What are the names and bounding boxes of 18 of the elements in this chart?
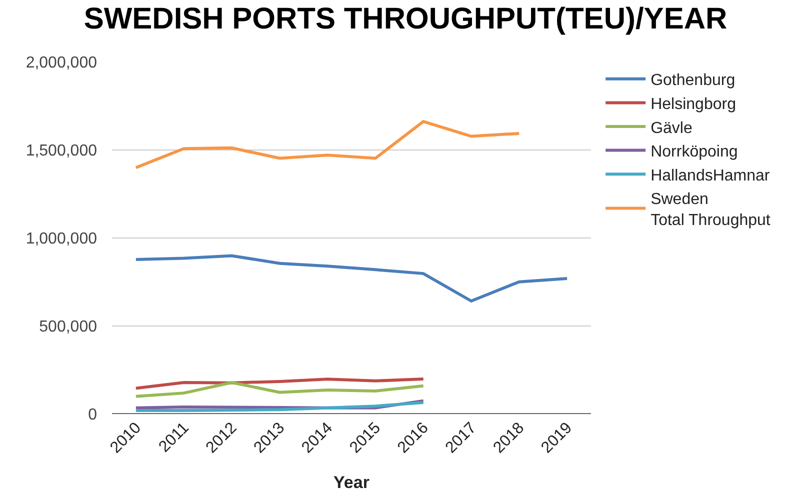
y-tick-label: 2,000,000 bbox=[26, 54, 98, 72]
line-series bbox=[134, 377, 425, 390]
y-tick-label: 1,500,000 bbox=[26, 142, 98, 160]
y-tick-label: 500,000 bbox=[39, 318, 98, 336]
legend-label: Norrköpoing bbox=[650, 144, 738, 161]
legend-label: Gävle bbox=[650, 120, 692, 137]
legend-label: HallandsHamnar bbox=[650, 167, 770, 184]
y-tick-label: 0 bbox=[88, 406, 98, 424]
line-series bbox=[134, 254, 569, 303]
line-series bbox=[134, 381, 425, 398]
y-tick-label: 1,000,000 bbox=[26, 230, 98, 248]
line-series bbox=[134, 120, 521, 170]
x-axis-title: Year bbox=[334, 473, 370, 492]
legend-label: Sweden Total Throughput bbox=[650, 191, 771, 229]
legend-label: Helsingborg bbox=[650, 96, 736, 113]
legend-label: Gothenburg bbox=[650, 72, 736, 90]
chart-title: SWEDISH PORTS THROUGHPUT(TEU)/YEAR bbox=[84, 2, 728, 36]
line-series bbox=[134, 401, 425, 412]
